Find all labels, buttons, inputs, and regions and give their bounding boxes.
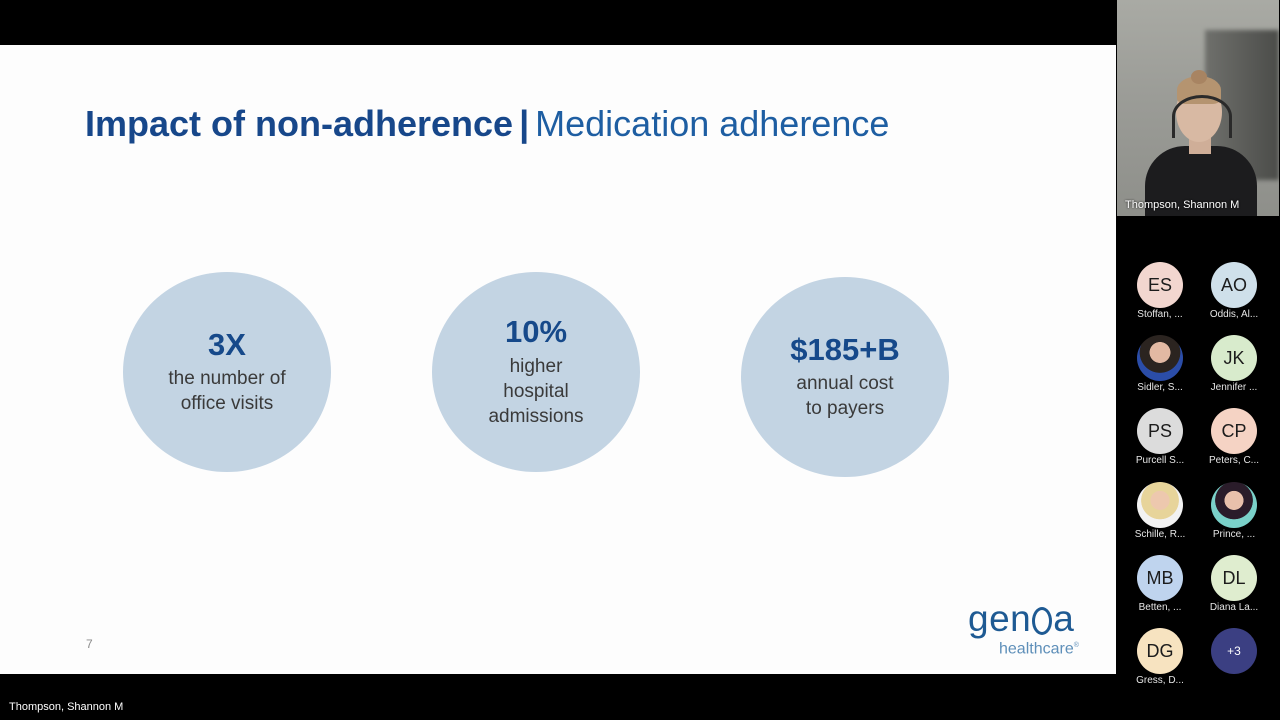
stat-description-line: hospital	[503, 380, 569, 402]
active-speaker-name: Thompson, Shannon M	[1125, 199, 1240, 211]
participant-tile[interactable]: DG Gress, D...	[1120, 628, 1200, 686]
participant-name: Purcell S...	[1135, 455, 1185, 466]
stat-circle-office-visits: 3X the number of office visits	[123, 272, 331, 472]
more-participants-button[interactable]: +3	[1194, 628, 1274, 674]
stat-description-line: the number of	[168, 368, 286, 390]
participant-tile[interactable]: PS Purcell S...	[1120, 408, 1200, 466]
stat-value: 10%	[504, 314, 568, 350]
participant-avatar: PS	[1137, 408, 1183, 454]
slide-title-separator: |	[519, 103, 530, 144]
participant-tile[interactable]: AO Oddis, Al...	[1194, 262, 1274, 320]
participant-avatar: MB	[1137, 555, 1183, 601]
participant-name: Stoffan, ...	[1137, 309, 1183, 320]
video-person-shirt	[1145, 146, 1257, 216]
logo-ring-icon	[1032, 607, 1053, 635]
stat-description-line: office visits	[180, 393, 274, 415]
stat-value: 3X	[208, 326, 246, 362]
participant-photo-avatar	[1137, 335, 1183, 381]
participant-tile[interactable]: MB Betten, ...	[1120, 555, 1200, 613]
more-participants-badge[interactable]: +3	[1211, 628, 1257, 674]
participant-avatar: DG	[1137, 628, 1183, 674]
participant-tile[interactable]: JK Jennifer ...	[1194, 335, 1274, 393]
stat-circle-annual-cost: $185+B annual cost to payers	[741, 277, 949, 477]
slide-title: Impact of non-adherence | Medication adher…	[85, 103, 889, 145]
participant-tile[interactable]: DL Diana La...	[1194, 555, 1274, 613]
stat-description-line: annual cost	[796, 373, 894, 395]
participant-tile[interactable]: Sidler, S...	[1120, 335, 1200, 393]
participant-tile[interactable]: Schille, R...	[1120, 482, 1200, 540]
participant-avatar: CP	[1211, 408, 1257, 454]
participant-avatar: ES	[1137, 262, 1183, 308]
stat-description-line: to payers	[805, 398, 885, 420]
logo-tagline: healthcare®	[999, 638, 1088, 657]
logo-tagline-text: healthcare	[999, 640, 1074, 658]
participant-tile[interactable]: Prince, ...	[1194, 482, 1274, 540]
participant-name: Oddis, Al...	[1209, 309, 1259, 320]
presenter-name-label: Thompson, Shannon M	[9, 701, 124, 713]
participant-avatar: JK	[1211, 335, 1257, 381]
participant-name: Sidler, S...	[1137, 382, 1183, 393]
active-speaker-video[interactable]: Thompson, Shannon M	[1117, 0, 1279, 216]
participant-tile[interactable]: ES Stoffan, ...	[1120, 262, 1200, 320]
genoa-healthcare-logo: gen a healthcare®	[968, 600, 1088, 657]
participant-name: Betten, ...	[1138, 602, 1182, 613]
presentation-slide: Impact of non-adherence | Medication adher…	[0, 45, 1116, 674]
participant-name: Peters, C...	[1208, 455, 1259, 466]
stat-description-line: higher	[509, 355, 563, 377]
logo-word-start: gen	[968, 598, 1032, 639]
stat-value: $185+B	[790, 331, 900, 367]
slide-title-rest: Medication adherence	[535, 103, 890, 144]
logo-wordmark: gen a	[968, 600, 1088, 638]
participant-name: Gress, D...	[1136, 675, 1184, 686]
participant-avatar: AO	[1211, 262, 1257, 308]
headset-icon	[1172, 95, 1232, 138]
participant-photo-avatar	[1137, 482, 1183, 528]
participant-tile[interactable]: CP Peters, C...	[1194, 408, 1274, 466]
logo-word-end: a	[1053, 598, 1075, 639]
participant-name: Schille, R...	[1134, 529, 1186, 540]
participant-name: Jennifer ...	[1210, 382, 1258, 393]
participant-name: Prince, ...	[1212, 529, 1256, 540]
registered-mark: ®	[1073, 642, 1079, 649]
video-person-bun	[1191, 70, 1207, 84]
slide-title-bold: Impact of non-adherence	[85, 103, 514, 144]
participant-name: Diana La...	[1209, 602, 1259, 613]
stat-circle-hospital-admissions: 10% higher hospital admissions	[432, 272, 640, 472]
stat-description-line: admissions	[488, 405, 584, 427]
participant-photo-avatar	[1211, 482, 1257, 528]
participant-avatar: DL	[1211, 555, 1257, 601]
slide-page-number: 7	[86, 637, 93, 651]
